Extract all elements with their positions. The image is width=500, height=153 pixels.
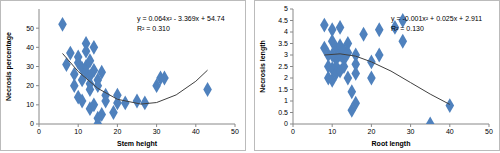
svg-text:20: 20 bbox=[26, 82, 34, 89]
svg-text:50: 50 bbox=[26, 25, 34, 32]
svg-text:0: 0 bbox=[30, 120, 34, 127]
svg-text:30: 30 bbox=[26, 63, 34, 70]
svg-text:1.5: 1.5 bbox=[278, 86, 288, 93]
svg-text:10: 10 bbox=[328, 128, 336, 135]
svg-text:30: 30 bbox=[407, 128, 415, 135]
svg-text:2: 2 bbox=[284, 74, 288, 81]
svg-text:0: 0 bbox=[37, 128, 41, 135]
svg-text:10: 10 bbox=[26, 101, 34, 108]
svg-text:4: 4 bbox=[284, 28, 288, 35]
svg-text:20: 20 bbox=[114, 128, 122, 135]
svg-text:2.5: 2.5 bbox=[278, 63, 288, 70]
svg-text:0: 0 bbox=[284, 120, 288, 127]
svg-text:50: 50 bbox=[485, 128, 492, 135]
html-text:R² = 0.310: R² = 0.310 bbox=[137, 25, 170, 32]
svg-text:3.5: 3.5 bbox=[278, 40, 288, 47]
svg-text:Stem height: Stem height bbox=[117, 140, 158, 148]
svg-text:0.5: 0.5 bbox=[278, 109, 288, 116]
svg-text:40: 40 bbox=[446, 128, 454, 135]
svg-text:Root length: Root length bbox=[372, 140, 411, 148]
svg-text:4.5: 4.5 bbox=[278, 17, 288, 24]
svg-text:40: 40 bbox=[26, 44, 34, 51]
svg-text:20: 20 bbox=[368, 128, 376, 135]
svg-text:5: 5 bbox=[284, 5, 288, 12]
svg-text:Necrosis length: Necrosis length bbox=[259, 40, 267, 93]
svg-text:Necrosis percentage: Necrosis percentage bbox=[8, 32, 13, 101]
svg-text:30: 30 bbox=[153, 128, 161, 135]
svg-text:1: 1 bbox=[284, 97, 288, 104]
svg-text:0: 0 bbox=[291, 128, 295, 135]
html-text:y = -0.001x² + 0.025x + 2.911: y = -0.001x² + 0.025x + 2.911 bbox=[391, 15, 483, 22]
svg-text:50: 50 bbox=[231, 128, 239, 135]
svg-text:40: 40 bbox=[192, 128, 200, 135]
svg-text:10: 10 bbox=[74, 128, 82, 135]
html-text:y = 0.064x² - 3.369x + 54.74: y = 0.064x² - 3.369x + 54.74 bbox=[137, 15, 225, 22]
html-text:R² = 0.130: R² = 0.130 bbox=[391, 25, 424, 32]
svg-text:3: 3 bbox=[284, 51, 288, 58]
